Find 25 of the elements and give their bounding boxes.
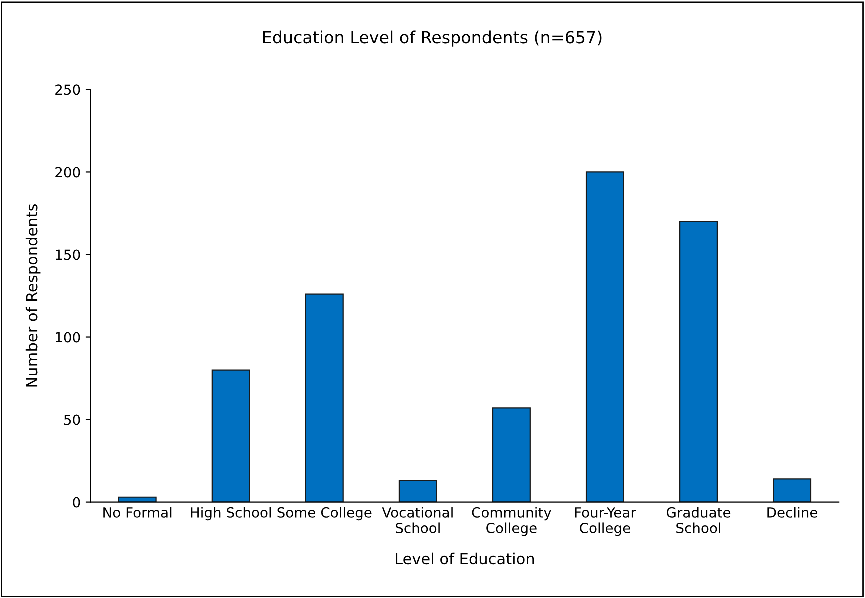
x-tick-label: High School	[191, 507, 272, 521]
chart-title: Education Level of Respondents (n=657)	[263, 30, 602, 47]
x-tick-label: Graduate School	[666, 507, 731, 534]
bar	[118, 496, 157, 502]
bar	[773, 478, 812, 502]
bar	[305, 294, 344, 502]
y-tick-label: 200	[56, 167, 80, 178]
y-axis-title: Number of Respondents	[26, 204, 41, 387]
x-tick-label: Some College	[278, 507, 372, 521]
y-tick-label: 100	[56, 332, 80, 343]
y-tick-label: 150	[56, 250, 80, 260]
bar	[212, 370, 250, 502]
bar	[586, 172, 624, 502]
x-tick-label: Four-Year College	[575, 508, 636, 536]
y-tick-label: 250	[56, 84, 80, 96]
x-tick-label: Decline	[768, 507, 818, 518]
bar	[679, 221, 718, 502]
bar	[492, 408, 531, 502]
x-tick-label: No Formal	[104, 507, 172, 518]
bar	[398, 480, 438, 502]
x-tick-label: Vocational School	[382, 507, 453, 534]
x-tick-label: Community College	[472, 507, 552, 536]
x-axis-title: Level of Education	[396, 552, 534, 565]
y-tick-label: 0	[73, 497, 80, 508]
y-tick-label: 50	[64, 414, 80, 426]
